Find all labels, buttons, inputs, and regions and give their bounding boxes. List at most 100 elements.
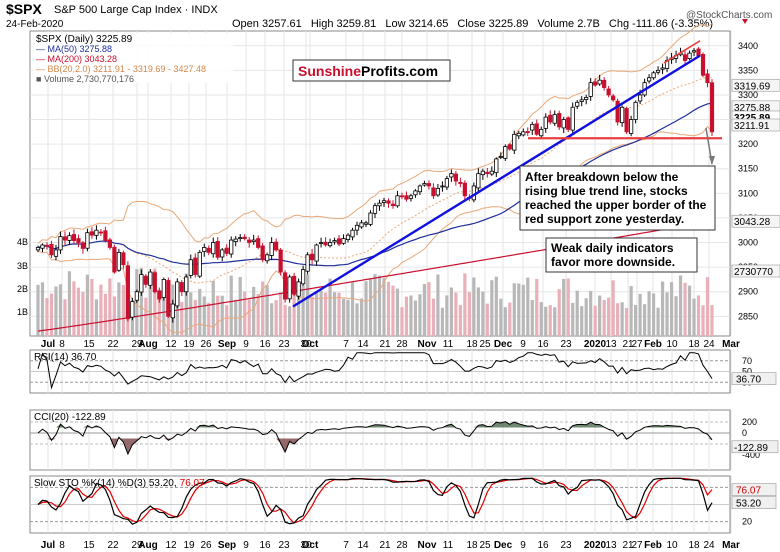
price-tag-label: 3043.28: [734, 217, 771, 228]
volume-bar: [481, 291, 485, 336]
candle-body: [494, 158, 499, 174]
volume-bar: [121, 284, 125, 336]
legend-bg: [33, 33, 233, 83]
chg-value: -111.86 (-3.35%): [632, 18, 713, 30]
candle-body: [552, 114, 557, 124]
price-tick-label: 3000: [738, 238, 758, 248]
candle-body: [166, 280, 171, 317]
candle-body: [584, 97, 589, 101]
volume-bar: [683, 282, 687, 336]
x-tick-label: 16: [259, 540, 271, 551]
volume-bar: [81, 292, 85, 336]
x-tick-label: 9: [520, 339, 526, 350]
candle-body: [534, 123, 539, 135]
exchange: INDX: [191, 4, 218, 16]
volume-bar: [207, 302, 211, 336]
candle-body: [112, 246, 117, 273]
x-tick-label: 16: [537, 339, 549, 350]
legend-price: $SPX (Daily) 3225.89: [36, 34, 133, 45]
volume-bar: [180, 302, 184, 336]
volume-bar: [108, 278, 112, 336]
open-label: Open: [232, 18, 259, 30]
volume-bar: [539, 302, 543, 336]
price-tag-box: [731, 118, 780, 132]
volume-bar: [265, 285, 269, 336]
candle-body: [292, 275, 297, 295]
volume-bar: [328, 278, 332, 336]
x-tick-label: Oct: [302, 540, 319, 551]
x-tick-label: 30: [300, 339, 312, 350]
price-tick-label: 2900: [738, 287, 758, 297]
x-tick-label: 13: [605, 339, 617, 350]
volume-bar: [283, 304, 287, 336]
volume-bar: [485, 303, 489, 336]
stoch-d-tag: 76.07: [736, 486, 761, 497]
stoch-label-prefix: Slow STO %K(14) %D(3) 53.20,: [34, 478, 177, 489]
low-value: 3214.65: [409, 18, 449, 30]
volume-bar: [117, 282, 121, 336]
stoch-label: Slow STO %K(14) %D(3) 53.20, 76.07: [34, 478, 205, 489]
candle-body: [615, 100, 620, 123]
volume-bar: [252, 286, 256, 336]
volume-bar: [377, 275, 382, 336]
x-tick-label: 26: [200, 339, 212, 350]
volume-bar: [580, 306, 584, 336]
stochastic-panel: Slow STO %K(14) %D(3) 53.20,76.07 805020…: [29, 475, 777, 534]
x-tick-label: Jul: [41, 540, 56, 551]
price-tag-box: [731, 78, 780, 92]
volume-value: 2.7B: [577, 18, 600, 30]
volume-bar: [710, 305, 714, 336]
volume-bar: [629, 286, 633, 336]
candle-body: [629, 119, 634, 134]
rising-trend-line: [292, 54, 701, 308]
candle-body: [332, 240, 337, 243]
x-tick-label: 28: [396, 540, 408, 551]
candle-body: [345, 234, 351, 240]
volume-bar: [193, 299, 197, 336]
volume-bar: [72, 281, 76, 336]
x-tick-label: 19: [183, 540, 195, 551]
candle-body: [202, 247, 207, 252]
volume-bar: [589, 290, 593, 336]
x-tick-label: Aug: [138, 540, 157, 551]
x-tick-label: Aug: [138, 339, 157, 350]
candle-body: [296, 281, 301, 297]
x-tick-label: 23: [278, 540, 290, 551]
volume-bar: [395, 288, 400, 336]
candle-body: [705, 73, 710, 84]
volume-bar: [696, 295, 701, 336]
volume-bar: [306, 274, 310, 336]
x-tick-label: 13: [605, 540, 617, 551]
candle-body: [638, 94, 643, 102]
candle-body: [660, 67, 665, 70]
candle-body: [107, 239, 112, 248]
volume-bar: [535, 278, 539, 336]
rsi-tag-box: [731, 372, 777, 385]
close-label: Close: [457, 18, 485, 30]
candle-body: [489, 170, 494, 175]
index-name-text: S&P 500 Large Cap Index: [54, 4, 182, 16]
candle-body: [624, 108, 629, 133]
volume-bar: [472, 277, 476, 336]
x-tick-label: 2020: [584, 540, 607, 551]
x-tick-label: 28: [396, 339, 408, 350]
candlesticks: [35, 47, 715, 323]
volume-bar: [391, 285, 395, 336]
open-value: 3257.61: [262, 18, 302, 30]
volume-bar: [355, 303, 359, 336]
volume-bar: [701, 305, 705, 336]
volume-bar: [521, 284, 525, 336]
candle-body: [521, 131, 526, 136]
x-tick-label: 22: [107, 540, 119, 551]
x-tick-label: 8: [59, 339, 65, 350]
volume-bar: [687, 285, 692, 336]
candle-body: [35, 247, 41, 251]
candle-body: [579, 99, 584, 102]
cci-tick-label: -400: [742, 450, 760, 460]
close-value: 3225.89: [489, 18, 529, 30]
candle-body: [377, 202, 382, 207]
candle-body: [359, 222, 364, 228]
x-tick-label: Mar: [722, 540, 740, 551]
volume-bar: [463, 273, 467, 336]
